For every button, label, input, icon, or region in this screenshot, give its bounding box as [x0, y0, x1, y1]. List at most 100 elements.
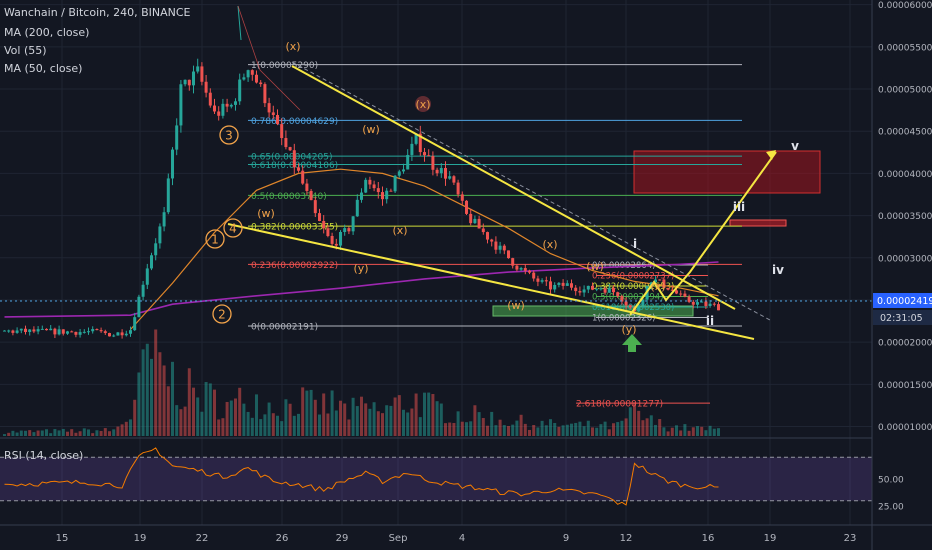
volume-bar: [427, 392, 431, 436]
volume-bar: [208, 383, 212, 436]
candle-body: [213, 105, 216, 112]
ma50-line: [130, 168, 719, 330]
candle-body: [124, 333, 128, 336]
candle-body: [234, 101, 237, 105]
moving-averages: [4, 168, 719, 330]
candle-body: [444, 168, 447, 179]
volume-bar: [309, 389, 313, 436]
candle-body: [662, 279, 666, 288]
volume-bar: [704, 430, 708, 436]
candle-body: [406, 154, 410, 170]
volume-bar: [444, 423, 447, 436]
candle-body: [637, 305, 641, 312]
volume-bar: [389, 405, 393, 436]
fib-level-label: 0.236(0.00002922): [251, 261, 338, 271]
candle-body: [154, 243, 158, 256]
volume-bar: [137, 372, 141, 436]
volume-bar: [301, 387, 305, 436]
candle-body: [532, 272, 536, 279]
legend-ma200[interactable]: MA (200, close): [4, 26, 90, 39]
volume-bar: [196, 397, 200, 436]
y-tick-label: 0.00006000: [878, 1, 932, 11]
volume-bar: [32, 432, 36, 436]
volume-bar: [599, 424, 603, 436]
volume-bar: [549, 419, 552, 436]
volume-bar: [292, 415, 296, 436]
volume-bar: [502, 425, 506, 436]
volume-bar: [36, 430, 40, 436]
candle-body: [57, 329, 61, 335]
volume-bar: [70, 429, 74, 436]
legend-ma50[interactable]: MA (50, close): [4, 62, 83, 75]
candle-body: [704, 301, 708, 306]
volume-bar: [200, 411, 204, 436]
roman-wave-label: iii: [733, 200, 745, 214]
candle-body: [658, 279, 662, 281]
candle-body: [481, 228, 485, 233]
volume-bar: [385, 405, 389, 436]
candle-body: [196, 66, 200, 72]
current-price-badge: [873, 293, 932, 308]
candle-body: [305, 183, 309, 191]
candle-body: [221, 103, 225, 116]
chart-title: Wanchain / Bitcoin, 240, BINANCE: [4, 6, 191, 19]
y-tick-label: 0.00001000: [878, 423, 932, 433]
volume-bar: [313, 399, 317, 436]
volume-bar: [11, 430, 15, 436]
volume-bar: [691, 427, 695, 436]
candle-body: [229, 104, 233, 107]
wave-label: (y): [621, 323, 636, 336]
volume-bar: [368, 408, 372, 436]
volume-bar: [486, 425, 489, 436]
candle-body: [687, 296, 691, 302]
volume-bar: [544, 425, 548, 436]
x-tick-label: 4: [459, 533, 465, 544]
volume-bar: [150, 358, 153, 436]
candle-body: [70, 331, 74, 333]
volume-bar: [540, 420, 544, 436]
candle-body: [150, 255, 153, 269]
legend-volume[interactable]: Vol (55): [4, 44, 47, 57]
candle-body: [624, 301, 628, 306]
volume-bar: [305, 390, 309, 436]
volume-bar: [171, 361, 174, 436]
volume-bar: [381, 413, 384, 436]
candle-body: [347, 228, 351, 232]
volume-bar: [187, 368, 191, 436]
volume-bar: [7, 432, 11, 436]
legend-rsi[interactable]: RSI (14, close): [4, 449, 84, 462]
candle-body: [523, 268, 527, 271]
candle-body: [511, 258, 515, 266]
volume-bar: [612, 423, 615, 436]
volume-bar: [284, 399, 288, 436]
volume-bar: [225, 401, 229, 436]
spike-wick: [237, 5, 242, 41]
volume-bar: [158, 352, 162, 436]
y-tick-label: 0.00003000: [878, 254, 932, 264]
wave-label: (w): [362, 123, 380, 136]
volume-bar: [246, 411, 250, 436]
volume-bar: [393, 397, 397, 436]
candle-body: [141, 284, 145, 297]
candle-body: [112, 335, 116, 337]
volume-bar: [658, 419, 662, 436]
volume-bar: [431, 394, 435, 436]
volume-bar: [141, 349, 145, 436]
candle-body: [691, 301, 695, 305]
volume-bar: [528, 429, 531, 436]
volume-bar: [536, 427, 540, 436]
volume-bar: [108, 431, 111, 436]
volume-bar: [162, 365, 166, 436]
candle-body: [549, 281, 552, 290]
candle-body: [145, 268, 149, 285]
candle-body: [641, 299, 645, 306]
candle-body: [271, 112, 275, 116]
candle-body: [95, 329, 99, 331]
volume-bar: [250, 417, 254, 436]
volume-bar: [78, 431, 82, 436]
candle-body: [187, 79, 191, 86]
y-tick-label: 0.00003500: [878, 212, 932, 222]
candle-body: [318, 213, 321, 222]
volume-bar: [435, 401, 439, 436]
